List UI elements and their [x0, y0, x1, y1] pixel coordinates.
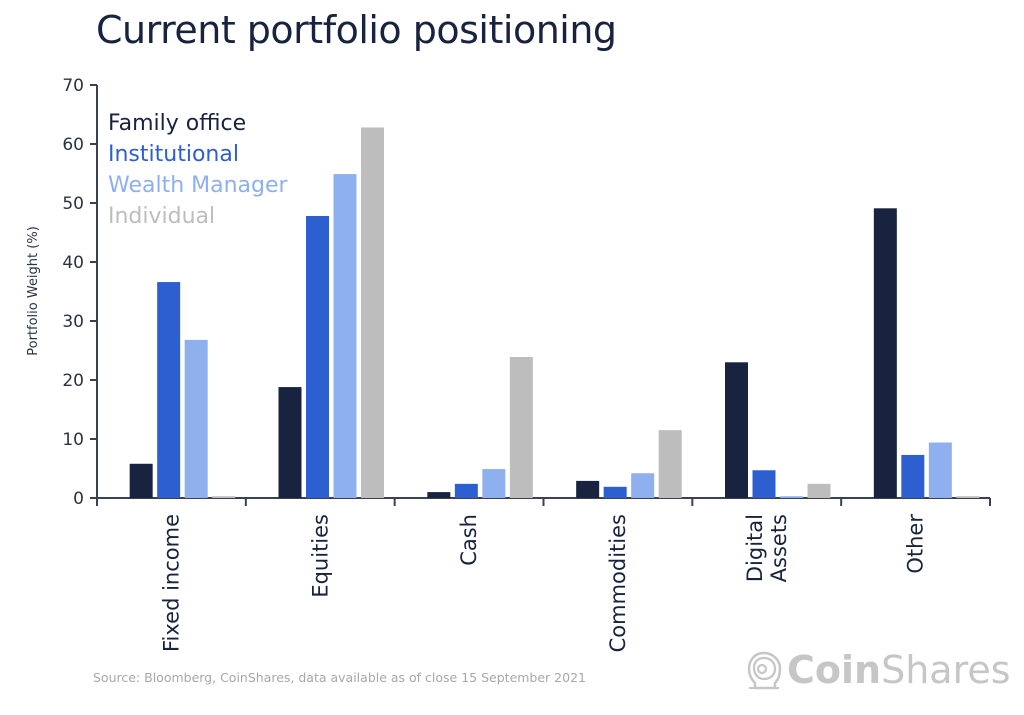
logo-wordmark: CoinShares [787, 648, 1011, 692]
y-axis: 0 10 20 30 40 50 60 70 [62, 76, 98, 509]
bar-wealth-manager-commodities [631, 473, 655, 498]
y-tick-label: 70 [62, 76, 84, 96]
bar-institutional-digital-assets [752, 470, 776, 498]
bar-institutional-other [901, 454, 925, 498]
astronaut-helmet-icon [747, 651, 782, 690]
x-tick-label: Commodities [606, 514, 630, 652]
coinshares-logo: CoinShares [745, 648, 1011, 692]
x-tick-label: Other [904, 514, 928, 574]
bars [129, 127, 980, 499]
y-tick-label: 20 [62, 371, 84, 391]
legend-item-institutional: Institutional [108, 142, 239, 167]
bar-institutional-fixed-income [157, 282, 181, 498]
y-tick-label: 50 [62, 194, 84, 214]
bar-family-office-equities [278, 387, 302, 498]
bar-institutional-cash [454, 483, 478, 498]
bar-family-office-digital-assets [725, 362, 748, 498]
bar-individual-equities [361, 127, 384, 498]
y-axis-label: Portfolio Weight (%) [26, 226, 41, 356]
x-tick-label: Equities [308, 514, 332, 598]
bar-wealth-manager-other [928, 442, 952, 498]
x-tick-label: Assets [767, 514, 791, 582]
bar-family-office-other [873, 208, 897, 498]
bar-family-office-commodities [576, 480, 600, 498]
y-tick-label: 10 [62, 430, 84, 450]
y-tick-label: 30 [62, 312, 84, 332]
bar-institutional-commodities [603, 486, 627, 498]
y-tick-label: 0 [73, 489, 84, 509]
source-note: Source: Bloomberg, CoinShares, data avai… [93, 670, 586, 685]
logo-text-bold: Coin [787, 648, 882, 692]
x-tick-label: Digital [743, 514, 767, 582]
x-tick-label: Fixed income [159, 514, 183, 652]
y-tick-label: 40 [62, 253, 84, 273]
bar-individual-commodities [658, 430, 682, 498]
logo-text-light: Shares [881, 648, 1011, 692]
legend: Family office Institutional Wealth Manager… [108, 111, 289, 229]
legend-item-wealth-manager: Wealth Manager [108, 173, 289, 198]
y-tick-label: 60 [62, 135, 84, 155]
bar-individual-cash [509, 356, 533, 498]
x-tick-label: Cash [457, 514, 481, 566]
bar-wealth-manager-cash [482, 469, 506, 498]
bar-family-office-fixed-income [129, 463, 153, 498]
bar-individual-digital-assets [807, 483, 831, 498]
bar-wealth-manager-equities [333, 174, 357, 498]
bar-individual-fixed-income [212, 496, 236, 498]
bar-family-office-cash [427, 492, 451, 498]
bar-wealth-manager-fixed-income [184, 339, 208, 498]
chart-title: Current portfolio positioning [96, 8, 617, 52]
legend-item-individual: Individual [108, 204, 215, 229]
bar-individual-other [956, 496, 980, 498]
x-axis: Fixed income Equities Cash Commodities Digit… [90, 497, 991, 652]
legend-item-family-office: Family office [108, 111, 246, 136]
bar-wealth-manager-digital-assets [780, 496, 803, 498]
bar-institutional-equities [306, 215, 329, 499]
